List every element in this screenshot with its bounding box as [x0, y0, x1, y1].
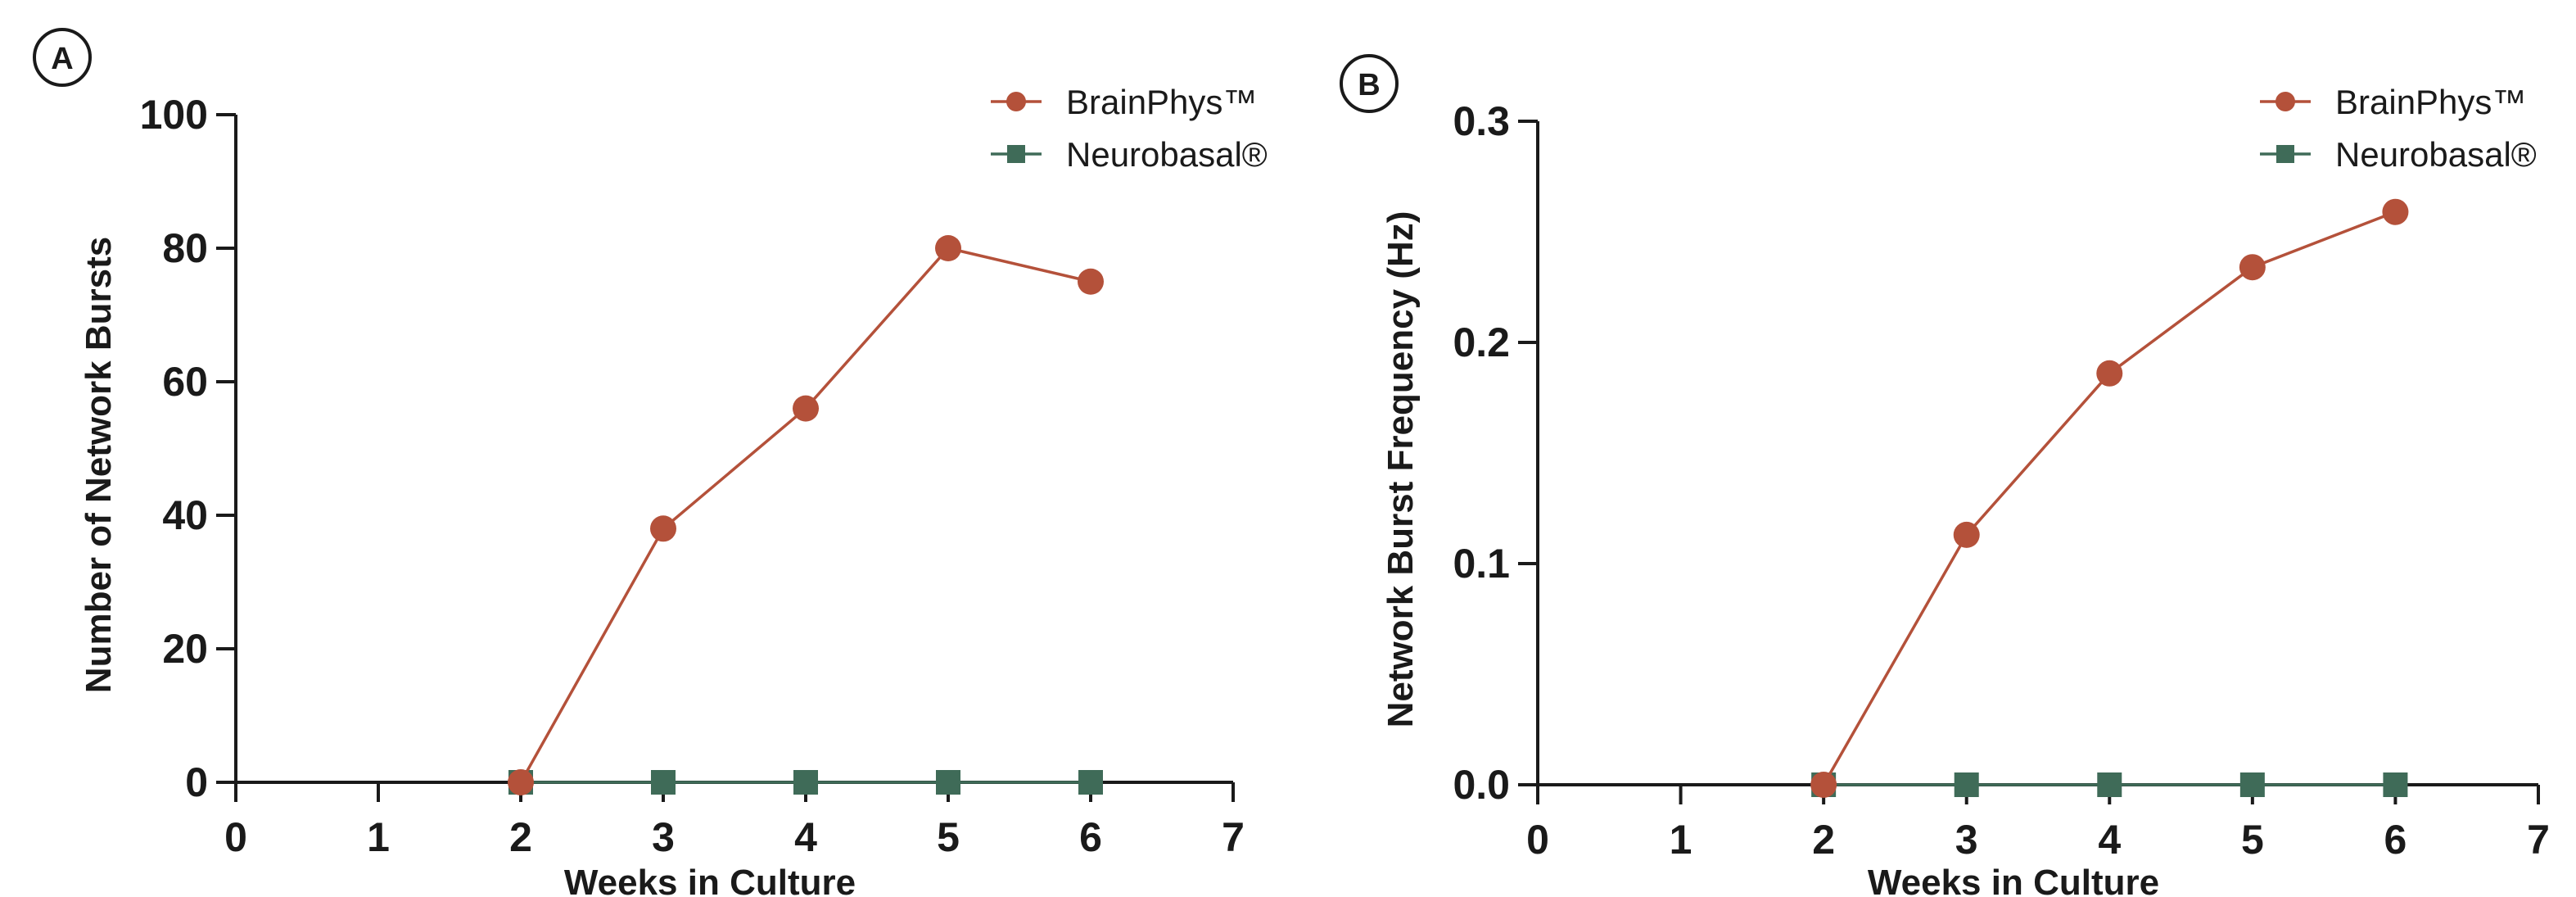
panel-badge-a: A [33, 28, 92, 87]
data-point [2382, 198, 2409, 225]
x-axis-title: Weeks in Culture [1868, 863, 2159, 897]
data-point [936, 770, 960, 795]
x-tick-label: 7 [1222, 814, 1245, 860]
y-axis-title: Network Burst Frequency (Hz) [1381, 211, 1421, 728]
series-line [1822, 211, 2397, 786]
x-tick-label: 2 [1812, 817, 1835, 863]
legend-label: Neurobasal® [2335, 135, 2537, 174]
y-tick-label: 0.2 [1453, 319, 1510, 365]
x-tick-label: 5 [937, 814, 960, 860]
x-tick-label: 3 [652, 814, 675, 860]
x-tick-label: 0 [1526, 817, 1549, 863]
data-point [2096, 360, 2123, 387]
y-tick-label: 0.3 [1453, 98, 1510, 144]
y-tick-label: 40 [162, 492, 208, 538]
data-point [2239, 772, 2265, 797]
x-tick-label: 6 [2384, 817, 2407, 863]
x-tick-label: 5 [2241, 817, 2264, 863]
legend-label: BrainPhys™ [2335, 83, 2526, 121]
chart-panel-a: A 0 1 2 3 4 5 6 7 0 20 40 60 80 100 Weeks in Culture Nu… [33, 28, 1268, 897]
data-point [1078, 268, 1104, 295]
x-tick-label: 0 [224, 814, 247, 860]
data-point [2239, 254, 2266, 281]
legend-label: BrainPhys™ [1066, 83, 1257, 121]
x-tick-label: 1 [367, 814, 390, 860]
data-point [651, 770, 676, 795]
legend-marker [1007, 145, 1025, 163]
x-tick-label: 6 [1079, 814, 1102, 860]
x-axis-title: Weeks in Culture [564, 863, 856, 897]
data-point [793, 770, 818, 795]
data-point [1810, 772, 1837, 798]
y-tick-label: 80 [162, 225, 208, 271]
data-point [1953, 521, 1980, 548]
y-tick-label: 0 [185, 759, 208, 805]
y-axis-title: Number of Network Bursts [79, 237, 119, 693]
y-tick-label: 0.1 [1453, 541, 1510, 587]
panel-label: B [1358, 68, 1380, 102]
x-tick-label: 2 [509, 814, 532, 860]
y-tick-label: 20 [162, 626, 208, 672]
panel-label: A [51, 42, 73, 76]
legend-marker [2275, 92, 2295, 111]
y-tick-label: 60 [162, 359, 208, 405]
data-point [1078, 770, 1103, 795]
legend-marker [1006, 92, 1026, 111]
x-tick-label: 4 [794, 814, 817, 860]
x-tick-label: 4 [2098, 817, 2121, 863]
data-point [935, 235, 961, 261]
x-tick-label: 3 [1955, 817, 1978, 863]
chart-panel-b: B 0 1 2 3 4 5 6 7 0.0 0.1 0.2 0.3 Weeks in Culture Ne… [1340, 54, 2550, 897]
y-tick-label: 100 [140, 92, 208, 138]
x-tick-label: 1 [1670, 817, 1692, 863]
data-point [2383, 772, 2408, 797]
series-line [519, 247, 1091, 783]
legend-label: Neurobasal® [1066, 135, 1268, 174]
data-point [508, 769, 534, 795]
data-point [793, 395, 819, 422]
x-tick-label: 7 [2527, 817, 2550, 863]
data-point [1954, 772, 1979, 797]
data-point [650, 515, 676, 542]
legend-marker [2276, 145, 2294, 163]
data-point [2097, 772, 2122, 797]
y-tick-label: 0.0 [1453, 762, 1510, 808]
panel-badge-b: B [1340, 54, 1399, 113]
